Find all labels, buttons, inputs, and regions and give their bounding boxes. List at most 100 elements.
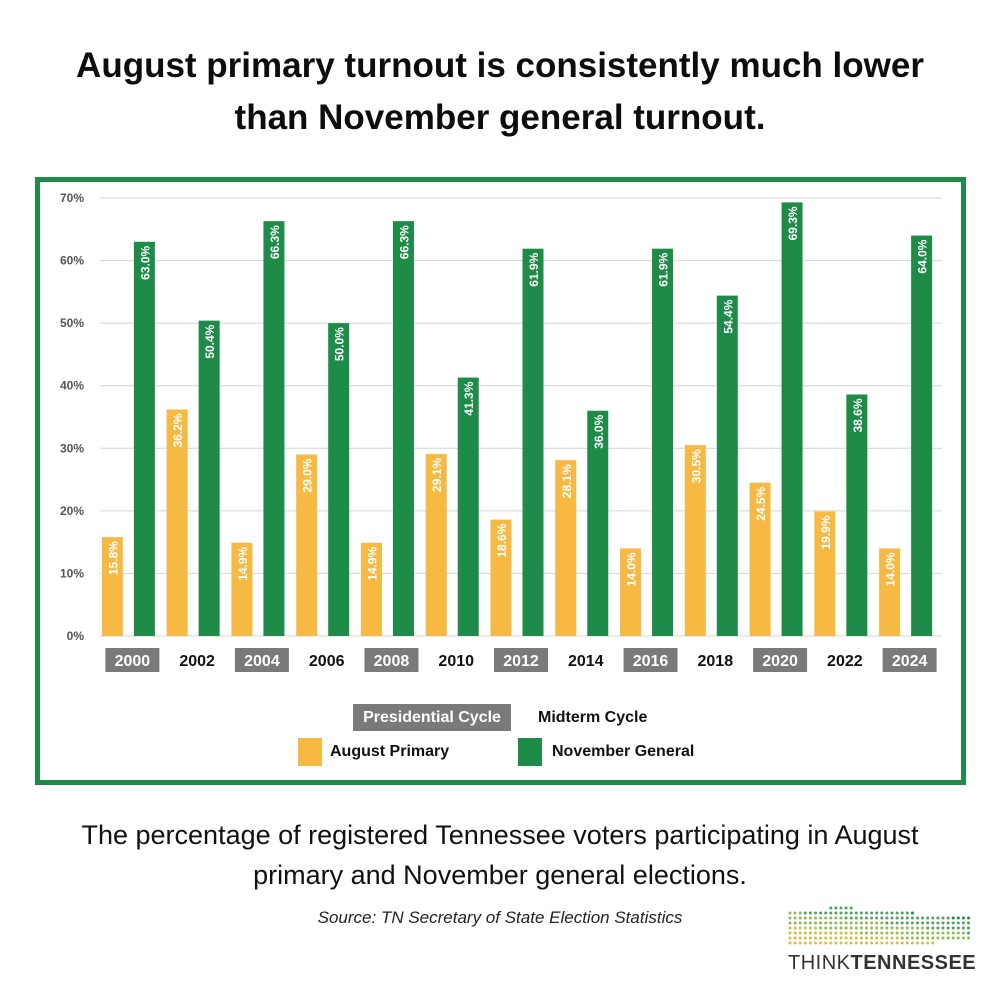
logo-dot bbox=[788, 916, 792, 920]
presidential-year-tag bbox=[364, 648, 419, 672]
logo-dot bbox=[895, 921, 899, 925]
data-label: 63.0% bbox=[138, 245, 152, 279]
logo-dot bbox=[859, 931, 863, 935]
logo-dot bbox=[905, 926, 909, 930]
logo-dot bbox=[865, 931, 868, 935]
logo-dot bbox=[819, 941, 823, 945]
logo-dot bbox=[900, 926, 904, 930]
logo-dot bbox=[946, 916, 950, 920]
data-label: 61.9% bbox=[527, 252, 541, 286]
data-label: 15.8% bbox=[106, 541, 120, 575]
bar-august-primary bbox=[749, 482, 771, 636]
logo-dot bbox=[885, 931, 889, 935]
bar-august-primary bbox=[425, 453, 447, 636]
logo-dot bbox=[956, 936, 960, 940]
data-label: 64.0% bbox=[916, 239, 930, 273]
logo-dot bbox=[834, 921, 838, 925]
data-label: 29.0% bbox=[301, 458, 315, 492]
logo-dot bbox=[829, 931, 833, 935]
logo-dot bbox=[895, 916, 899, 920]
logo-dot bbox=[951, 916, 955, 920]
logo-dot bbox=[824, 926, 828, 930]
logo-dot bbox=[844, 921, 848, 925]
logo-dot bbox=[956, 926, 960, 930]
logo-dot bbox=[900, 936, 904, 940]
logo-dot bbox=[819, 921, 823, 925]
logo-dot bbox=[829, 921, 833, 925]
logo-dot bbox=[814, 931, 817, 935]
logo-dot bbox=[900, 941, 904, 945]
logo-dot bbox=[951, 936, 955, 940]
logo-dot bbox=[849, 911, 853, 915]
logo-dot bbox=[824, 921, 828, 925]
logo-dot bbox=[936, 916, 940, 920]
bar-november-general bbox=[522, 248, 544, 636]
x-tick-label: 2002 bbox=[179, 653, 215, 670]
logo-dot bbox=[859, 921, 863, 925]
logo-dot bbox=[890, 911, 894, 915]
logo-dot bbox=[885, 916, 889, 920]
logo-dot bbox=[910, 916, 914, 920]
logo-dot bbox=[844, 911, 848, 915]
logo-dot bbox=[788, 911, 792, 915]
logo-dot bbox=[788, 941, 792, 945]
logo-dot bbox=[870, 926, 874, 930]
logo-dot bbox=[854, 921, 858, 925]
logo-dot bbox=[814, 916, 817, 920]
logo-dot bbox=[824, 941, 828, 945]
logo-dot bbox=[905, 931, 909, 935]
x-tick-label: 2016 bbox=[633, 653, 669, 670]
logo-dot bbox=[824, 936, 828, 940]
logo-dot bbox=[910, 926, 914, 930]
bar-chart: 0% 10% 20% 30% 40% 50% 60% 70% 2000 15.8% 63.0% 200… bbox=[60, 191, 942, 672]
logo-dot bbox=[926, 936, 930, 940]
logo-dot bbox=[885, 941, 889, 945]
logo-dot bbox=[793, 941, 797, 945]
logo-dot bbox=[890, 931, 894, 935]
bar-november-general bbox=[392, 221, 414, 636]
logo-dot bbox=[829, 911, 833, 915]
logo-dot bbox=[803, 941, 807, 945]
logo-dot bbox=[895, 931, 899, 935]
y-tick-label: 30% bbox=[60, 441, 84, 455]
logo-dot bbox=[946, 921, 950, 925]
logo-dot bbox=[910, 936, 914, 940]
logo-dot bbox=[967, 931, 970, 935]
logo-dot bbox=[967, 916, 970, 920]
logo-dot bbox=[895, 926, 899, 930]
logo-dot bbox=[819, 926, 823, 930]
y-tick-label: 20% bbox=[60, 504, 84, 518]
logo-dot bbox=[844, 941, 848, 945]
logo-dot bbox=[885, 936, 889, 940]
logo-word-tennessee: TENNESSEE bbox=[850, 952, 977, 974]
x-tick-label: 2014 bbox=[568, 653, 604, 670]
logo-dot bbox=[905, 921, 909, 925]
logo-dot bbox=[931, 936, 935, 940]
logo-dot bbox=[910, 921, 914, 925]
source-note: Source: TN Secretary of State Election S… bbox=[317, 908, 683, 927]
logo-dot bbox=[834, 926, 838, 930]
logo-dot bbox=[844, 906, 848, 910]
logo-dot bbox=[956, 916, 960, 920]
logo-dot bbox=[875, 931, 879, 935]
x-tick-label: 2000 bbox=[115, 653, 151, 670]
chart-frame: 0% 10% 20% 30% 40% 50% 60% 70% 2000 15.8% 63.0% 200… bbox=[35, 177, 966, 785]
logo-dot bbox=[814, 921, 817, 925]
logo-dot bbox=[803, 931, 807, 935]
logo-dot bbox=[905, 936, 909, 940]
logo-dot bbox=[936, 936, 940, 940]
logo-dot bbox=[880, 916, 884, 920]
bar-august-primary bbox=[620, 548, 642, 636]
logo-dot bbox=[829, 941, 833, 945]
logo-dot bbox=[849, 916, 853, 920]
logo-dot bbox=[916, 941, 919, 945]
data-label: 24.5% bbox=[754, 486, 768, 520]
logo-dot bbox=[824, 911, 828, 915]
presidential-year-tag bbox=[494, 648, 548, 672]
logo-dot bbox=[844, 926, 848, 930]
data-label: 14.9% bbox=[365, 546, 379, 580]
logo-dot bbox=[844, 916, 848, 920]
logo-dot bbox=[931, 926, 935, 930]
logo-dot bbox=[916, 921, 919, 925]
logo-dot bbox=[900, 911, 904, 915]
